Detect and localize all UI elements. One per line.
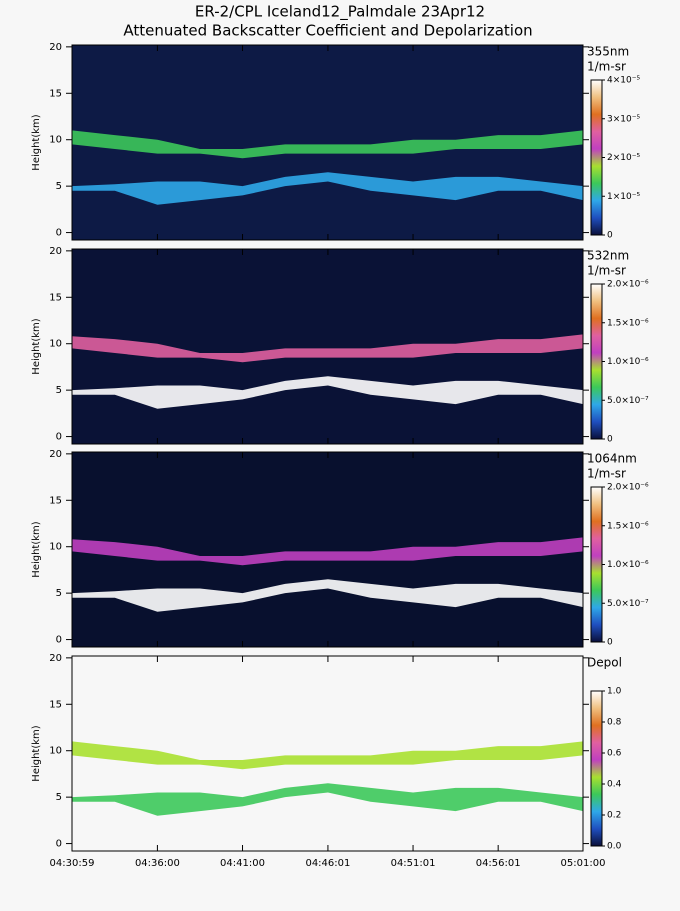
y-tick-label: 10 bbox=[49, 542, 62, 553]
y-axis-label: Height(km) bbox=[31, 521, 42, 577]
cloud-layer bbox=[72, 741, 583, 770]
colorbar-unit: 1/m-sr bbox=[587, 60, 626, 74]
y-tick-label: 20 bbox=[49, 42, 62, 53]
y-tick-label: 20 bbox=[49, 653, 62, 664]
y-tick-label: 5 bbox=[56, 792, 62, 803]
x-tick-label: 04:56:01 bbox=[476, 858, 521, 869]
cloud-layer bbox=[72, 334, 583, 363]
y-axis-label: Height(km) bbox=[31, 114, 42, 170]
colorbar-title: 532nm bbox=[587, 249, 629, 263]
y-tick-label: 0 bbox=[56, 228, 62, 239]
y-tick-label: 0 bbox=[56, 839, 62, 850]
cloud-layer bbox=[72, 376, 583, 409]
y-tick-label: 20 bbox=[49, 449, 62, 460]
colorbar-tick-label: 0.6 bbox=[607, 749, 622, 759]
y-tick-label: 10 bbox=[49, 746, 62, 757]
x-tick-label: 04:46:01 bbox=[305, 858, 350, 869]
colorbar bbox=[590, 486, 603, 643]
y-tick-label: 5 bbox=[56, 181, 62, 192]
colorbar-tick-label: 5.0×10⁻⁷ bbox=[607, 599, 649, 609]
colorbar-tick-label: 1.0×10⁻⁶ bbox=[607, 357, 649, 367]
colorbar-tick-label: 0.4 bbox=[607, 780, 622, 790]
y-tick-label: 10 bbox=[49, 339, 62, 350]
y-tick-label: 15 bbox=[49, 495, 62, 506]
colorbar-tick-label: 1.0 bbox=[607, 687, 622, 697]
colorbar-tick-label: 0.0 bbox=[607, 842, 622, 852]
colorbar-tick-label: 0 bbox=[607, 231, 613, 241]
colorbar-tick-label: 0.8 bbox=[607, 718, 622, 728]
y-tick-label: 5 bbox=[56, 385, 62, 396]
y-tick-label: 5 bbox=[56, 588, 62, 599]
colorbar-tick-label: 2.0×10⁻⁶ bbox=[607, 483, 649, 493]
x-tick-label: 04:30:59 bbox=[50, 858, 95, 869]
chart-title: ER-2/CPL Iceland12_Palmdale 23Apr12 bbox=[195, 3, 485, 22]
colorbar-tick-label: 2.0×10⁻⁶ bbox=[607, 280, 649, 290]
colorbar-tick-label: 1×10⁻⁵ bbox=[607, 192, 640, 202]
y-tick-label: 15 bbox=[49, 292, 62, 303]
colorbar-title: 1064nm bbox=[587, 452, 637, 466]
cloud-layer bbox=[72, 579, 583, 612]
colorbar-title: Depol bbox=[587, 656, 622, 670]
cloud-layer bbox=[72, 537, 583, 566]
colorbar-tick-label: 1.0×10⁻⁶ bbox=[607, 560, 649, 570]
x-tick-label: 04:36:00 bbox=[135, 858, 180, 869]
colorbar bbox=[590, 283, 603, 440]
y-tick-label: 0 bbox=[56, 432, 62, 443]
colorbar-tick-label: 1.5×10⁻⁶ bbox=[607, 521, 649, 531]
colorbar-tick-label: 0 bbox=[607, 638, 613, 648]
colorbar-tick-label: 2×10⁻⁵ bbox=[607, 153, 640, 163]
y-tick-label: 15 bbox=[49, 88, 62, 99]
colorbar-tick-label: 4×10⁻⁵ bbox=[607, 76, 640, 86]
cloud-layer bbox=[72, 783, 583, 816]
y-tick-label: 20 bbox=[49, 246, 62, 257]
colorbar-title: 355nm bbox=[587, 45, 629, 59]
y-tick-label: 10 bbox=[49, 135, 62, 146]
x-tick-label: 05:01:00 bbox=[561, 858, 606, 869]
y-axis-label: Height(km) bbox=[31, 318, 42, 374]
colorbar-unit: 1/m-sr bbox=[587, 264, 626, 278]
y-axis-label: Height(km) bbox=[31, 725, 42, 781]
y-tick-label: 0 bbox=[56, 635, 62, 646]
colorbar-tick-label: 3×10⁻⁵ bbox=[607, 114, 640, 124]
y-tick-label: 15 bbox=[49, 699, 62, 710]
colorbar-tick-label: 5.0×10⁻⁷ bbox=[607, 396, 649, 406]
colorbar-tick-label: 1.5×10⁻⁶ bbox=[607, 318, 649, 328]
chart-subtitle: Attenuated Backscatter Coefficient and D… bbox=[123, 22, 532, 40]
colorbar bbox=[590, 79, 603, 236]
colorbar-tick-label: 0 bbox=[607, 435, 613, 445]
x-tick-label: 04:51:01 bbox=[391, 858, 436, 869]
colorbar bbox=[590, 690, 603, 847]
cloud-layer bbox=[72, 172, 583, 205]
colorbar-tick-label: 0.2 bbox=[607, 811, 621, 821]
cloud-layer bbox=[72, 130, 583, 159]
x-tick-label: 04:41:00 bbox=[220, 858, 265, 869]
colorbar-unit: 1/m-sr bbox=[587, 467, 626, 481]
